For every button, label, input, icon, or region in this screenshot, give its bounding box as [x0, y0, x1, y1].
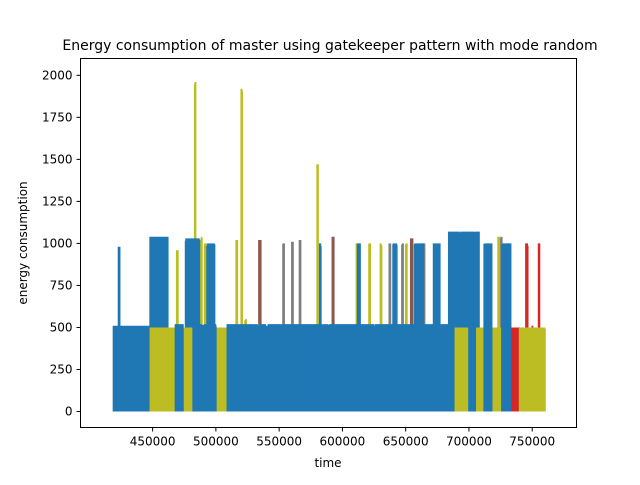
series-blue-segment-8: [318, 243, 322, 412]
chart-title: Energy consumption of master using gatek…: [62, 38, 597, 54]
x-tick-label: 650000: [383, 435, 429, 449]
series-olive-segment-2: [215, 327, 229, 412]
series-blue-segment-2: [149, 236, 169, 328]
y-tick-label: 2000: [42, 68, 73, 82]
x-axis: 450000 500000 550000 600000 650000 700000 7500…: [130, 427, 555, 449]
series-blue-segment-7: [226, 324, 455, 412]
series-olive-segment-0: [148, 327, 177, 412]
series-olive-segment-19: [497, 236, 501, 412]
series-blue-segment-12: [432, 243, 441, 328]
x-tick-label: 600000: [320, 435, 366, 449]
series-olive-segment-5: [490, 327, 503, 412]
series-blue-segment-16: [501, 243, 512, 412]
y-tick-label: 250: [50, 363, 73, 377]
plot-area: [112, 82, 546, 412]
series-olive-segment-4: [474, 327, 485, 412]
y-tick-label: 500: [50, 320, 73, 334]
y-tick-label: 1750: [42, 110, 73, 124]
y-tick-label: 1000: [42, 236, 73, 250]
series-blue-segment-14: [468, 324, 477, 412]
series-blue-segment-4: [184, 238, 201, 328]
x-tick-label: 550000: [256, 435, 302, 449]
series-blue-segment-11: [413, 243, 425, 328]
series-blue-segment-13: [447, 231, 480, 328]
series-blue-segment-3: [174, 324, 184, 412]
series-blue-segment-10: [392, 243, 398, 328]
series-olive-segment-3: [453, 325, 470, 412]
series-blue-segment-5: [192, 324, 217, 412]
y-tick-label: 0: [65, 405, 73, 419]
series-olive-segment-1: [182, 327, 194, 412]
series-blue: [112, 231, 512, 412]
series-blue-segment-15: [483, 243, 493, 412]
y-tick-label: 1250: [42, 194, 73, 208]
series-blue-segment-6: [206, 243, 216, 328]
series-olive-segment-6: [518, 327, 546, 412]
x-tick-label: 700000: [446, 435, 492, 449]
x-tick-label: 500000: [193, 435, 239, 449]
x-tick-label: 750000: [509, 435, 555, 449]
x-tick-label: 450000: [130, 435, 176, 449]
series-blue-segment-1: [117, 246, 121, 412]
x-axis-label: time: [314, 456, 341, 470]
y-axis: 0 250 500 750 1000 1250 1500 1750 2000: [42, 68, 81, 419]
series-blue-segment-9: [356, 243, 361, 328]
y-axis-label: energy consumption: [16, 181, 30, 304]
y-tick-label: 750: [50, 278, 73, 292]
y-tick-label: 1500: [42, 152, 73, 166]
